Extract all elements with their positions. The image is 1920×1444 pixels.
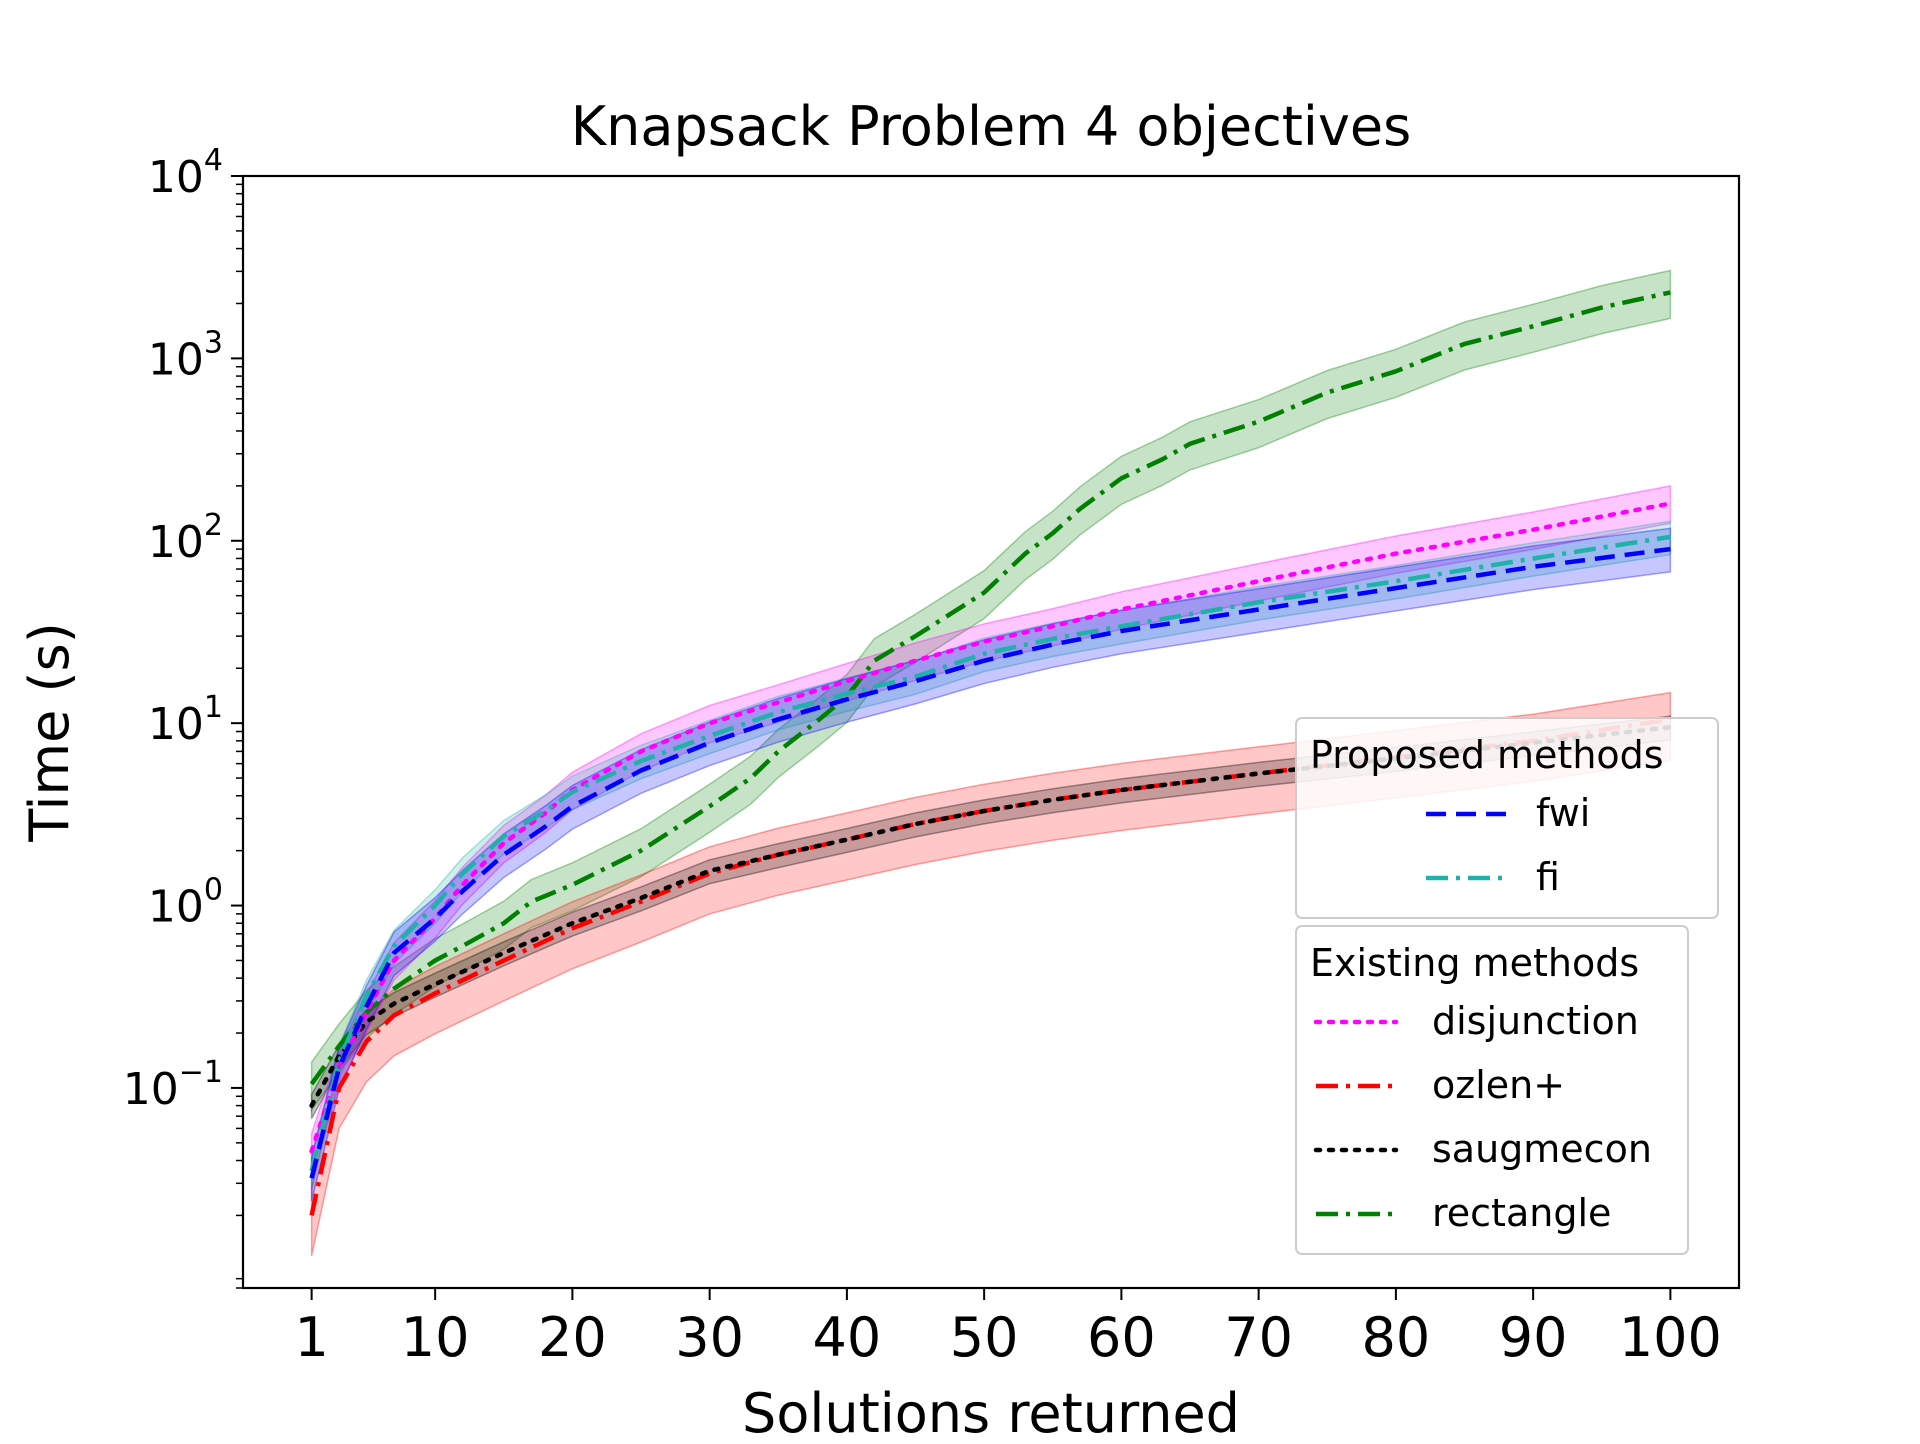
x-axis-ticks: 1 10 20 30 40 50 60 70 80 90 100 [294, 1288, 1722, 1369]
x-tick-label: 90 [1499, 1306, 1568, 1369]
legend-proposed-title: Proposed methods [1310, 733, 1664, 777]
band-disjunction [310, 484, 1672, 1172]
legend-label-rectangle: rectangle [1432, 1191, 1611, 1235]
legend-proposed-box [1295, 717, 1719, 919]
x-tick-label: 20 [538, 1306, 607, 1369]
x-tick-label: 70 [1224, 1306, 1293, 1369]
y-tick-label: 104 [148, 143, 223, 203]
band-fi [310, 520, 1672, 1189]
chart-title: Knapsack Problem 4 objectives [571, 95, 1412, 158]
y-axis-label: Time (s) [18, 622, 81, 843]
legend-label-ozlen: ozlen+ [1432, 1063, 1565, 1107]
legend-label-fi: fi [1536, 855, 1560, 899]
series-lines [309, 290, 1673, 1216]
x-axis-label: Solutions returned [742, 1382, 1240, 1440]
series-line-disjunction [309, 501, 1673, 1154]
x-tick-label: 10 [401, 1306, 470, 1369]
x-tick-label: 100 [1619, 1306, 1722, 1369]
y-tick-label: 10−1 [123, 1055, 223, 1115]
x-tick-label: 1 [294, 1306, 328, 1369]
legend-existing-title: Existing methods [1310, 941, 1639, 985]
series-line-fi [309, 534, 1671, 1172]
x-tick-label: 40 [813, 1306, 882, 1369]
y-tick-label: 102 [148, 508, 223, 568]
y-axis-ticks: 10−1 100 101 102 103 104 [123, 143, 243, 1289]
y-tick-label: 100 [148, 873, 223, 933]
legend-label-saugmecon: saugmecon [1432, 1127, 1652, 1171]
legend-label-disjunction: disjunction [1432, 999, 1639, 1043]
x-tick-label: 80 [1362, 1306, 1431, 1369]
series-line-saugmecon [309, 724, 1673, 1108]
x-tick-label: 60 [1087, 1306, 1156, 1369]
legend-existing-box [1295, 925, 1689, 1255]
legends: Proposed methods fwi fi Existing methods dis… [1295, 717, 1719, 1255]
legend-label-fwi: fwi [1536, 791, 1590, 835]
band-fwi [310, 527, 1672, 1202]
y-tick-label: 103 [148, 325, 223, 385]
y-tick-label: 101 [148, 690, 223, 750]
x-tick-label: 30 [675, 1306, 744, 1369]
series-line-fwi [309, 546, 1671, 1179]
band-rectangle [310, 269, 1672, 1113]
x-tick-label: 50 [950, 1306, 1019, 1369]
